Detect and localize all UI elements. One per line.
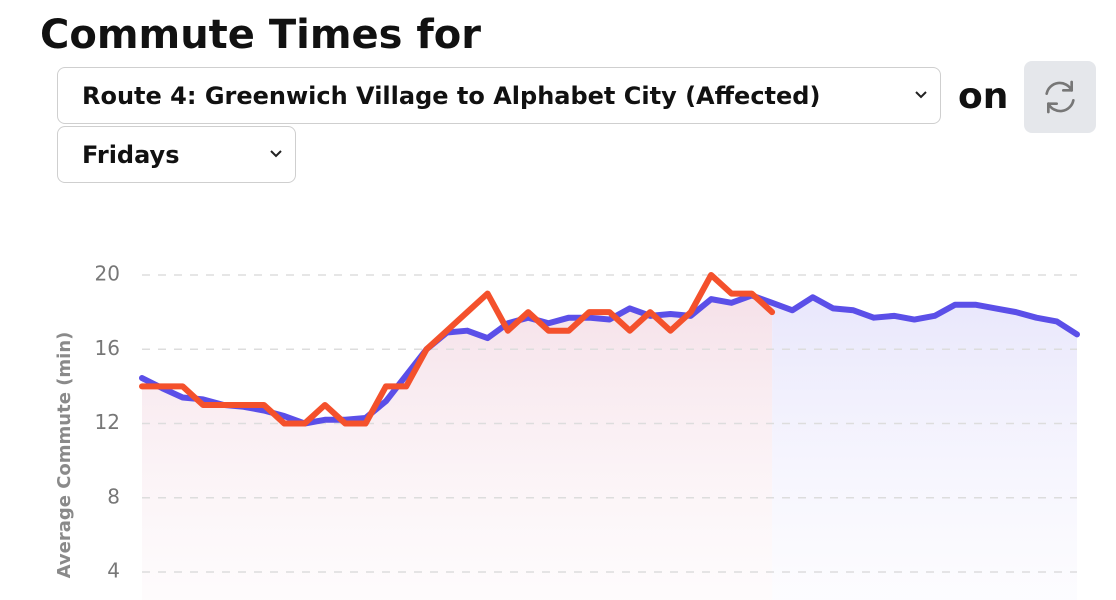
y-tick-label: 8	[107, 484, 120, 508]
day-select[interactable]: Fridays	[57, 126, 296, 183]
y-tick-label: 4	[107, 559, 120, 583]
refresh-icon	[1045, 80, 1075, 114]
route-select[interactable]: Route 4: Greenwich Village to Alphabet C…	[57, 67, 941, 124]
chevron	[915, 90, 927, 98]
page-title: Commute Times for	[40, 12, 481, 58]
refresh-button[interactable]	[1024, 61, 1096, 133]
area-fill	[142, 295, 773, 600]
y-axis-label: Average Commute (min)	[54, 332, 75, 579]
y-tick-label: 12	[95, 410, 120, 434]
y-tick-label: 16	[95, 336, 120, 360]
chevron	[270, 149, 282, 157]
series-line	[139, 272, 776, 427]
day-select-value: Fridays	[82, 140, 180, 169]
area-fill	[772, 297, 1077, 600]
route-select-value: Route 4: Greenwich Village to Alphabet C…	[82, 81, 821, 110]
on-label: on	[958, 76, 1009, 117]
y-tick-label: 20	[95, 262, 120, 286]
